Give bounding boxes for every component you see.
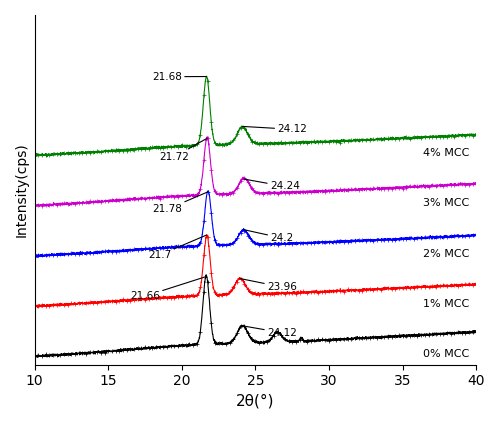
Text: 21.66: 21.66 (130, 276, 206, 301)
Text: 21.78: 21.78 (152, 192, 208, 214)
Y-axis label: Intensity(cps): Intensity(cps) (15, 142, 29, 237)
Text: 3% MCC: 3% MCC (422, 198, 469, 208)
Text: 0% MCC: 0% MCC (422, 349, 469, 359)
Text: 21.68: 21.68 (152, 72, 206, 82)
Text: 2% MCC: 2% MCC (422, 248, 469, 259)
Text: 24.12: 24.12 (242, 326, 297, 338)
Text: 21.7: 21.7 (148, 235, 207, 260)
Text: 4% MCC: 4% MCC (422, 148, 469, 158)
Text: 21.72: 21.72 (160, 138, 207, 162)
Text: 1% MCC: 1% MCC (422, 299, 469, 309)
Text: 24.2: 24.2 (244, 230, 294, 243)
Text: 24.12: 24.12 (242, 124, 307, 134)
Text: 23.96: 23.96 (240, 279, 297, 292)
Text: 24.24: 24.24 (244, 179, 300, 191)
X-axis label: 2θ(°): 2θ(°) (236, 394, 275, 409)
